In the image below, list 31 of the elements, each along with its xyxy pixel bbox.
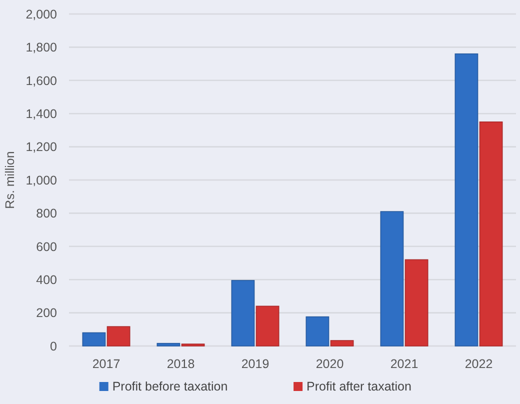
- x-tick-label: 2018: [166, 357, 195, 371]
- bar: [380, 211, 404, 346]
- bar: [106, 326, 130, 346]
- y-tick-label: 1,600: [26, 74, 58, 88]
- y-tick-label: 1,400: [26, 106, 58, 121]
- y-tick-label: 200: [36, 306, 58, 320]
- bar: [404, 259, 428, 346]
- x-tick-label: 2019: [241, 357, 270, 371]
- y-tick-label: 1,000: [26, 173, 58, 188]
- y-tick-label: 800: [36, 206, 58, 221]
- bar: [479, 122, 503, 346]
- y-axis-title: Rs. million: [3, 151, 17, 209]
- bar: [82, 332, 106, 346]
- y-tick-label: 400: [36, 272, 58, 287]
- y-tick-label: 2,000: [26, 7, 58, 22]
- x-tick-label: 2021: [390, 357, 418, 371]
- bar: [256, 306, 280, 346]
- legend-label: Profit before taxation: [112, 380, 228, 394]
- x-tick-label: 2017: [92, 357, 120, 371]
- y-tick-label: 1,200: [26, 140, 58, 154]
- y-tick-label: 600: [36, 240, 58, 254]
- legend-label: Profit after taxation: [306, 380, 412, 394]
- y-tick-label: 1,800: [26, 40, 58, 55]
- y-tick-label: 0: [50, 339, 58, 354]
- bar: [454, 53, 478, 346]
- bar: [231, 280, 255, 346]
- x-tick-label: 2022: [464, 357, 493, 371]
- bar: [330, 340, 354, 346]
- x-tick-label: 2020: [316, 357, 344, 371]
- bar: [306, 316, 330, 346]
- bar: [156, 342, 180, 346]
